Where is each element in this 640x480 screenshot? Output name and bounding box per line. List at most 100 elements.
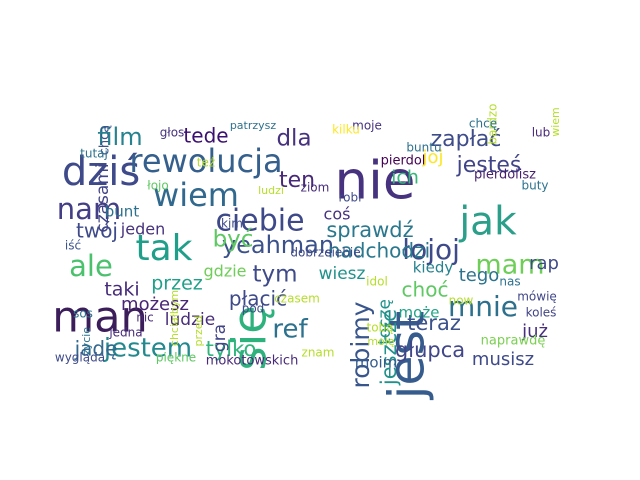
word-tutaj: tutaj [80,147,108,161]
word-piękne: piękne [156,351,196,365]
word-kim: kim [221,217,243,231]
word-coś: coś [324,205,351,224]
word-pierdol: pierdol [381,154,426,169]
word-idol: idol [366,275,388,289]
word-znam: znam [302,346,335,360]
word-kilku: kilku [332,123,360,137]
word-nadchodzi: nadchodzi [328,239,430,263]
word-iść: iść [65,239,81,253]
word-zapłać: zapłać [431,127,502,152]
word-rewolucja: rewolucja [129,142,282,180]
word-wiem: wiem [549,107,562,137]
word-mokotowskich: mokotowskich [206,354,299,369]
word-siebie: siebie [325,246,360,260]
word-man: man [52,293,148,343]
word-film: film [97,123,142,151]
word-mam: mam [475,250,544,281]
word-wiem: wiem [153,176,239,214]
word-głupca: głupca [395,338,465,362]
word-ludzie: ludzie [165,310,215,330]
word-tak: tak [135,228,192,269]
word-gra: gra [210,324,230,352]
word-naprawdę: naprawdę [481,334,546,349]
word-robimy: robimy [346,301,375,388]
word-być: być [213,227,254,253]
word-joj: joj [421,147,443,168]
word-teraz: teraz [407,311,461,335]
word-buty: buty [521,179,548,193]
word-łojoj: łojoj [402,233,460,266]
word-jest: jest [379,311,436,401]
word-wygląda: wygląda [55,351,105,365]
word-mnie: mnie [448,290,518,323]
word-przed: przed [192,315,205,346]
word-tego: tego [459,265,500,286]
word-płacić: płacić [229,287,287,311]
word-głos: głos [160,126,185,140]
word-now: now [449,294,474,308]
word-ale: ale [69,249,113,283]
word-ciebie: ciebie [215,204,304,239]
word-taki: taki [104,279,139,301]
word-jesteś: jesteś [456,153,522,178]
word-jedna: jedna [108,326,142,340]
word-buntu: buntu [406,141,441,155]
word-nam: nam [57,192,121,226]
word-pod: pod [242,302,265,316]
word-tede: tede [183,124,228,148]
word-rap: rap [529,253,559,274]
word-dla: dla [276,126,311,152]
word-możesz: możesz [121,294,189,315]
word-tylko: tylko [206,337,257,361]
word-nic: nic [136,311,154,325]
word-tym: tym [252,262,297,288]
word-się: się [223,305,277,370]
word-czasami: czasami [93,163,113,232]
word-jak: jak [458,200,517,245]
word-jeden: jeden [120,220,165,239]
word-życie: życie [80,327,93,355]
word-nie: nie [335,151,416,212]
word-bunt: bunt [105,203,140,221]
word-patrzysz: patrzysz [230,119,277,132]
word-moim: moim [355,354,398,372]
word-czasem: czasem [274,292,320,306]
word-choć: choć [402,278,449,302]
word-łojo: łojo [147,179,168,193]
word-już: już [521,321,548,342]
word-yeahman: yeahman [222,231,334,259]
word-ich: ich [391,167,419,189]
word-sos: sos [73,307,93,321]
word-jadę: jadę [74,337,118,361]
word-gdzie: gdzie [204,262,247,281]
word-może: może [399,304,440,322]
word-kiedy: kiedy [413,259,454,277]
word-ten: ten [279,168,315,193]
word-przez: przez [151,273,203,295]
word-bardzo: bardzo [486,104,500,145]
word-wiesz: wiesz [319,264,366,284]
word-teź: teź [197,156,215,170]
word-chcą: chcą [98,125,113,156]
word-mówię: mówię [517,290,557,304]
word-cloud-words: niejestsięmandziśjaktakrewolucjawiemcieb… [52,104,562,401]
word-moje: moje [352,119,382,133]
word-ref: ref [272,315,308,345]
word-tobą: tobą [366,321,393,335]
word-ziom: ziom [301,181,330,195]
word-chciałbym: chciałbym [168,290,181,346]
word-musisz: musisz [472,349,534,370]
word-toczę: toczę [375,299,395,345]
word-nas: nas [499,275,520,289]
word-pierdolisz: pierdolisz [474,168,536,183]
word-koleś: koleś [526,306,557,320]
word-jestem: jestem [103,334,192,364]
word-jeszcze: jeszcze [377,309,401,386]
word-dobrze: dobrze [290,246,331,260]
word-ludzi: ludzi [258,184,284,197]
word-robi: robi [339,191,362,205]
word-lub: lub [532,126,551,140]
word-sprawdź: sprawdź [326,218,413,242]
word-chcę: chcę [469,117,497,131]
